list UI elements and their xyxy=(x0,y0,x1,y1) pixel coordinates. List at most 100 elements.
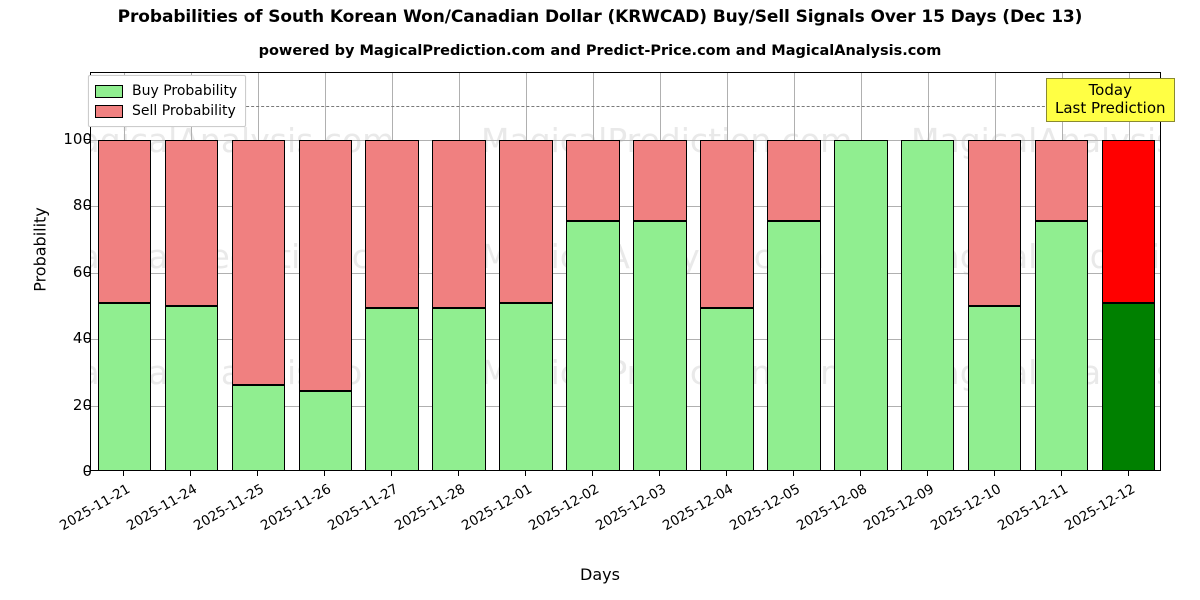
legend-swatch-sell-icon xyxy=(95,104,123,118)
gridline-horizontal xyxy=(91,405,1160,407)
bar xyxy=(700,73,754,470)
x-tick-label: 2025-12-12 xyxy=(1061,481,1138,535)
bar-segment-buy xyxy=(164,306,219,470)
x-tick-label: 2025-12-09 xyxy=(860,481,937,535)
legend-label-buy: Buy Probability xyxy=(132,83,238,99)
x-tick-mark xyxy=(994,471,995,476)
legend-swatch-buy-icon xyxy=(95,84,123,98)
chart-legend: Buy Probability Sell Probability xyxy=(88,75,247,127)
bar-segment-sell xyxy=(633,139,687,222)
bar xyxy=(231,73,286,470)
today-annotation: Today Last Prediction xyxy=(1046,78,1175,123)
bar xyxy=(566,73,620,470)
x-tick-label: 2025-11-25 xyxy=(191,481,268,535)
chart-subtitle: powered by MagicalPrediction.com and Pre… xyxy=(258,43,942,59)
bar-segment-buy xyxy=(499,303,553,470)
x-tick-label: 2025-12-11 xyxy=(994,481,1071,535)
bar-segment-buy xyxy=(700,308,754,470)
x-tick-label: 2025-12-03 xyxy=(593,481,669,535)
x-tick-mark xyxy=(793,471,794,476)
bar xyxy=(767,73,821,470)
bar-segment-buy xyxy=(900,139,955,470)
plot-area: MagicalAnalysis.comMagicalPrediction.com… xyxy=(90,72,1161,471)
bar-segment-buy xyxy=(97,303,152,470)
bar xyxy=(164,73,219,470)
x-tick-mark xyxy=(927,471,928,476)
legend-item-buy: Buy Probability xyxy=(95,81,237,101)
y-tick-mark xyxy=(84,404,90,406)
x-tick-label: 2025-11-24 xyxy=(124,481,201,535)
x-tick-label: 2025-12-05 xyxy=(726,481,803,535)
y-tick-mark xyxy=(84,271,90,273)
y-axis-label: Probability xyxy=(30,207,50,292)
bar xyxy=(967,73,1022,470)
y-tick-label: 40 xyxy=(72,329,92,347)
bar-segment-sell xyxy=(231,139,286,385)
x-tick-mark xyxy=(592,471,593,476)
bar xyxy=(298,73,353,470)
bar-segment-sell xyxy=(298,139,353,391)
y-tick-label: 20 xyxy=(72,395,92,414)
x-tick-mark xyxy=(190,471,191,476)
bar-segment-buy xyxy=(767,221,821,470)
bar-segment-sell xyxy=(432,139,486,309)
bar xyxy=(365,73,419,470)
x-tick-label: 2025-12-04 xyxy=(659,481,736,535)
today-annotation-line2: Last Prediction xyxy=(1055,98,1166,117)
y-tick-mark xyxy=(84,471,90,472)
x-tick-mark xyxy=(123,471,124,476)
gridline-horizontal xyxy=(91,272,1160,274)
x-tick-label: 2025-12-08 xyxy=(793,481,870,535)
x-tick-mark xyxy=(458,471,459,476)
y-tick-label: 60 xyxy=(72,262,92,281)
bar xyxy=(900,73,955,470)
x-tick-mark xyxy=(1128,471,1129,476)
gridline-horizontal xyxy=(91,206,1160,207)
bar-segment-buy xyxy=(432,308,486,470)
bar-segment-sell xyxy=(365,139,419,309)
bar-segment-sell xyxy=(97,139,152,304)
bar xyxy=(633,73,687,470)
x-tick-label: 2025-11-21 xyxy=(57,481,134,535)
bar-segment-sell xyxy=(164,139,219,307)
bar-today xyxy=(1101,73,1156,470)
y-tick-label: 0 xyxy=(82,462,92,480)
y-tick-mark xyxy=(84,138,90,140)
bar-segment-sell xyxy=(1034,139,1089,222)
x-tick-mark xyxy=(525,471,526,476)
x-tick-label: 2025-11-28 xyxy=(392,481,469,535)
gridline-horizontal xyxy=(91,139,1160,141)
legend-item-sell: Sell Probability xyxy=(95,101,237,121)
bar xyxy=(834,73,888,470)
bar xyxy=(499,73,553,470)
x-tick-label: 2025-12-10 xyxy=(927,481,1004,535)
x-tick-label: 2025-11-27 xyxy=(325,481,402,535)
bar-segment-sell xyxy=(967,139,1022,307)
bar-segment-sell xyxy=(700,139,754,309)
bar-segment-buy xyxy=(231,384,286,470)
x-tick-mark xyxy=(257,471,258,476)
gridline-horizontal xyxy=(91,339,1160,340)
bar-segment-buy xyxy=(365,308,419,470)
chart-title: Probabilities of South Korean Won/Canadi… xyxy=(117,7,1083,27)
bar xyxy=(432,73,486,470)
bar xyxy=(1034,73,1089,470)
reference-line xyxy=(91,106,1160,108)
y-tick-label: 80 xyxy=(72,196,92,214)
x-tick-mark xyxy=(726,471,727,476)
bar-segment-sell xyxy=(767,139,821,222)
y-tick-label: 100 xyxy=(63,129,92,148)
bar-segment-buy xyxy=(633,221,687,470)
y-tick-mark xyxy=(84,205,90,206)
x-tick-mark xyxy=(659,471,660,476)
bar-segment-buy xyxy=(967,306,1022,470)
today-annotation-line1: Today xyxy=(1088,81,1132,99)
x-tick-mark xyxy=(324,471,325,476)
x-tick-mark xyxy=(860,471,861,476)
bar-segment-buy xyxy=(834,139,888,470)
x-tick-mark xyxy=(1061,471,1062,476)
bar-segment-buy xyxy=(1034,221,1089,470)
bar-segment-buy xyxy=(298,390,353,470)
x-tick-mark xyxy=(391,471,392,476)
